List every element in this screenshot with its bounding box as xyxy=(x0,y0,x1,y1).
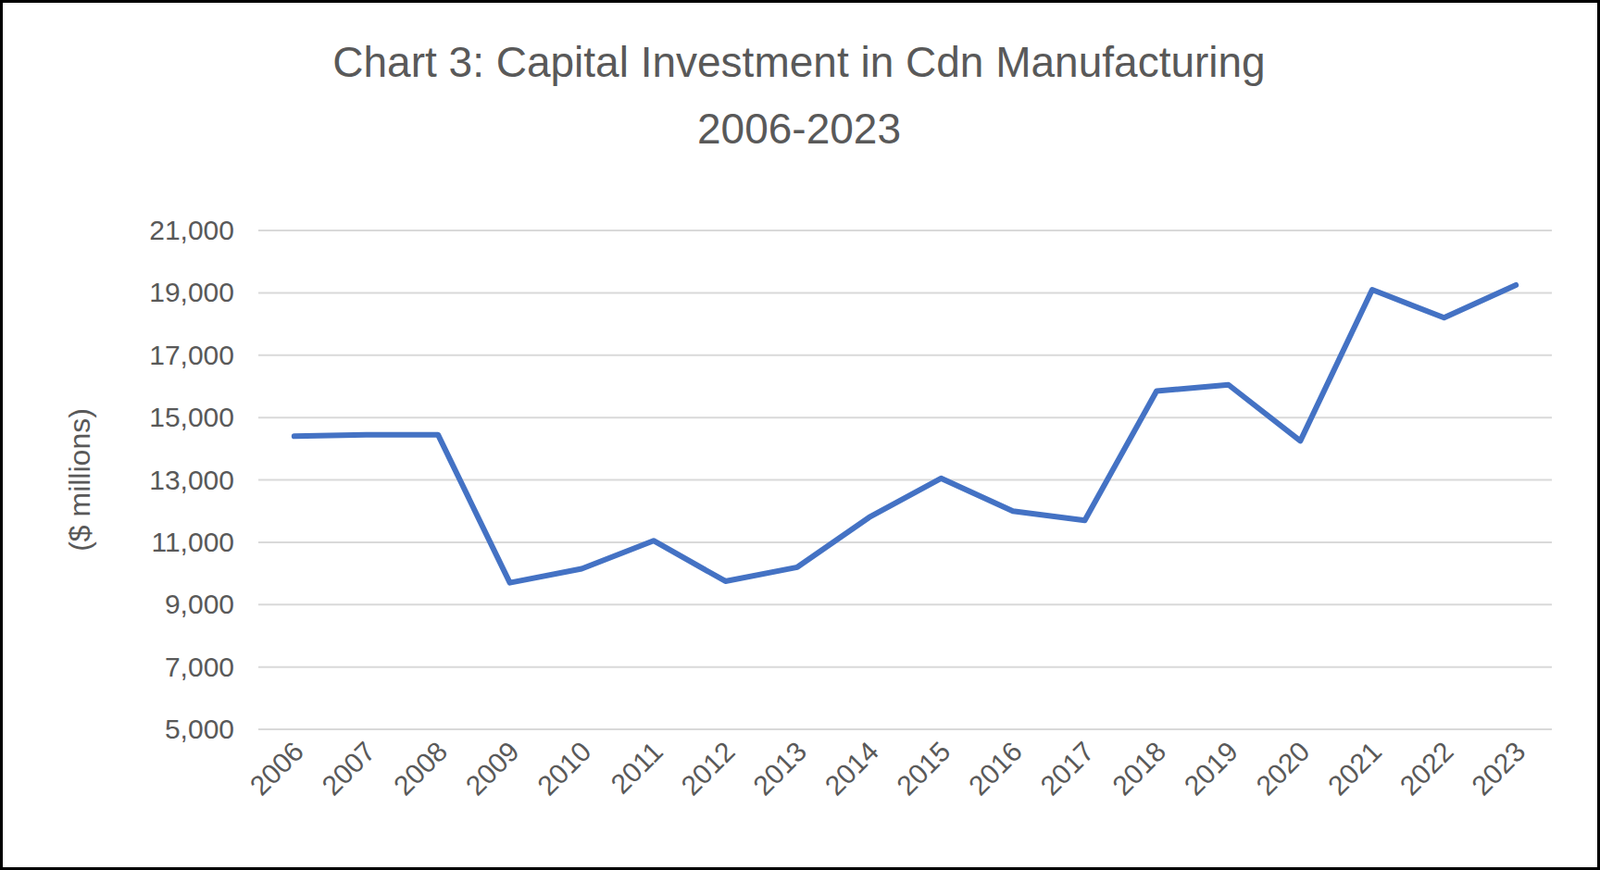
title-line: Chart 3: Capital Investment in Cdn Manuf… xyxy=(332,37,1265,87)
x-tick-label: 2022 xyxy=(1393,736,1460,802)
title-line: 2006-2023 xyxy=(697,104,901,153)
y-tick-label: 21,000 xyxy=(149,214,235,246)
x-tick-label: 2012 xyxy=(675,736,741,802)
grid-line xyxy=(258,603,1552,606)
y-tick-label: 11,000 xyxy=(150,526,235,558)
chart: Chart 3: Capital Investment in Cdn Manuf… xyxy=(0,0,1600,870)
x-tick-label: 2018 xyxy=(1106,736,1173,802)
x-tick-label: 2008 xyxy=(387,736,454,802)
plot-area xyxy=(294,285,1516,584)
x-tick-label: 2016 xyxy=(962,736,1029,802)
grid-line xyxy=(258,728,1552,731)
x-tick-label: 2009 xyxy=(459,736,525,802)
grid-line xyxy=(258,416,1552,419)
grid-line xyxy=(258,229,1552,232)
grid-line xyxy=(258,291,1552,294)
grid-line xyxy=(258,541,1552,544)
x-tick-label: 2019 xyxy=(1177,736,1244,802)
y-tick-label: 5,000 xyxy=(164,713,235,745)
y-tick-label: 9,000 xyxy=(164,588,235,620)
line-series xyxy=(294,285,1516,584)
grid-line xyxy=(258,354,1552,357)
x-tick-label: 2021 xyxy=(1322,736,1388,802)
x-tick-label: 2015 xyxy=(890,736,957,802)
x-tick-label: 2017 xyxy=(1034,736,1100,802)
y-tick-label: 15,000 xyxy=(149,401,235,433)
y-tick-label: 17,000 xyxy=(149,339,235,371)
x-tick-label: 2010 xyxy=(531,736,598,802)
y-axis-label: ($ millions) xyxy=(62,408,97,552)
x-tick-label: 2014 xyxy=(818,736,885,802)
x-tick-label: 2011 xyxy=(604,736,669,800)
x-tick-label: 2006 xyxy=(244,736,311,802)
grid-line xyxy=(258,479,1552,482)
y-tick-label: 19,000 xyxy=(149,276,235,308)
chart-frame xyxy=(1,1,1600,870)
x-tick-label: 2020 xyxy=(1250,736,1316,802)
grid-line xyxy=(258,666,1552,669)
x-tick-label: 2007 xyxy=(315,736,382,802)
x-tick-label: 2023 xyxy=(1465,736,1532,802)
title: Chart 3: Capital Investment in Cdn Manuf… xyxy=(332,37,1265,153)
x-tick-label: 2013 xyxy=(747,736,813,802)
y-tick-label: 7,000 xyxy=(164,651,235,683)
y-tick-label: 13,000 xyxy=(149,464,235,496)
